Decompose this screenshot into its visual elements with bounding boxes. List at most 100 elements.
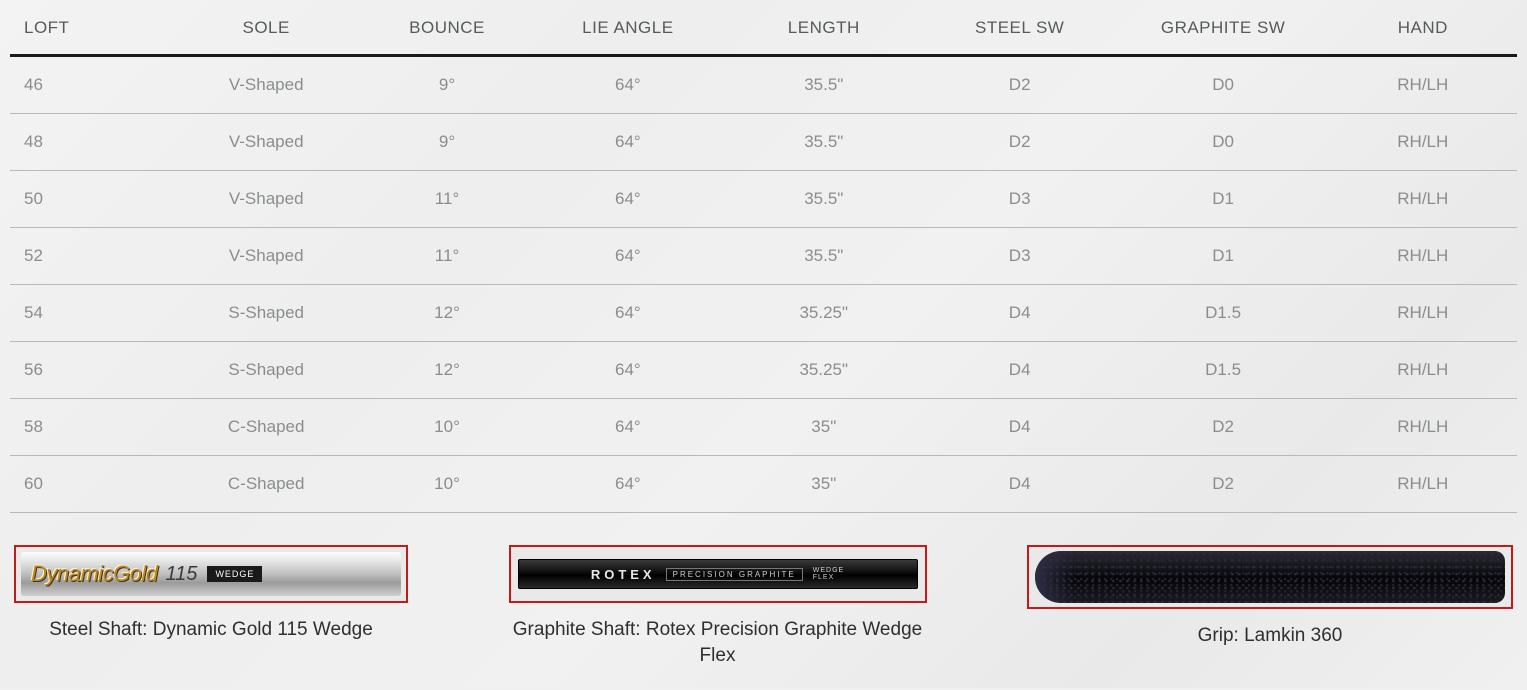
table-cell: D1 <box>1118 228 1329 285</box>
table-cell: C-Shaped <box>168 456 364 513</box>
table-cell: D1.5 <box>1118 342 1329 399</box>
table-cell: D4 <box>922 399 1118 456</box>
table-cell: 64° <box>530 456 726 513</box>
component-grip: Grip: Lamkin 360 <box>1027 545 1513 668</box>
table-header-row: LOFTSOLEBOUNCELIE ANGLELENGTHSTEEL SWGRA… <box>10 0 1517 56</box>
steel-shaft-label: Steel Shaft: Dynamic Gold 115 Wedge <box>49 617 373 643</box>
table-cell: D4 <box>922 456 1118 513</box>
steel-shaft-image: DynamicGold 115 WEDGE <box>14 545 408 603</box>
grip-graphic <box>1035 551 1505 603</box>
table-cell: S-Shaped <box>168 342 364 399</box>
table-row: 46V-Shaped9°64°35.5"D2D0RH/LH <box>10 56 1517 114</box>
table-cell: 35.5" <box>726 171 922 228</box>
steel-shaft-graphic: DynamicGold 115 WEDGE <box>21 552 401 596</box>
table-cell: 11° <box>364 228 530 285</box>
table-cell: 10° <box>364 399 530 456</box>
col-header: HAND <box>1329 0 1517 56</box>
table-cell: 60 <box>10 456 168 513</box>
steel-model-text: 115 <box>166 563 198 586</box>
component-steel-shaft: DynamicGold 115 WEDGE Steel Shaft: Dynam… <box>14 545 408 668</box>
spec-sheet: LOFTSOLEBOUNCELIE ANGLELENGTHSTEEL SWGRA… <box>0 0 1527 688</box>
table-cell: V-Shaped <box>168 228 364 285</box>
table-cell: 64° <box>530 171 726 228</box>
table-cell: D1.5 <box>1118 285 1329 342</box>
table-row: 50V-Shaped11°64°35.5"D3D1RH/LH <box>10 171 1517 228</box>
table-cell: 35" <box>726 456 922 513</box>
table-row: 48V-Shaped9°64°35.5"D2D0RH/LH <box>10 114 1517 171</box>
graphite-flex-text: WEDGE FLEX <box>813 567 844 581</box>
component-strip: DynamicGold 115 WEDGE Steel Shaft: Dynam… <box>10 545 1517 668</box>
table-cell: S-Shaped <box>168 285 364 342</box>
table-row: 60C-Shaped10°64°35"D4D2RH/LH <box>10 456 1517 513</box>
col-header: SOLE <box>168 0 364 56</box>
table-cell: RH/LH <box>1329 56 1517 114</box>
graphite-shaft-image: ROTEX PRECISION GRAPHITE WEDGE FLEX <box>509 545 927 603</box>
table-cell: 35.25" <box>726 342 922 399</box>
graphite-shaft-graphic: ROTEX PRECISION GRAPHITE WEDGE FLEX <box>518 559 918 589</box>
col-header: STEEL SW <box>922 0 1118 56</box>
table-row: 56S-Shaped12°64°35.25"D4D1.5RH/LH <box>10 342 1517 399</box>
table-cell: D2 <box>922 56 1118 114</box>
graphite-shaft-label: Graphite Shaft: Rotex Precision Graphite… <box>508 617 928 668</box>
graphite-brand-text: ROTEX <box>591 567 656 582</box>
table-cell: 12° <box>364 285 530 342</box>
table-cell: 10° <box>364 456 530 513</box>
table-cell: 54 <box>10 285 168 342</box>
table-cell: D4 <box>922 285 1118 342</box>
table-cell: 11° <box>364 171 530 228</box>
table-cell: RH/LH <box>1329 114 1517 171</box>
table-cell: 64° <box>530 285 726 342</box>
grip-label: Grip: Lamkin 360 <box>1198 623 1343 649</box>
table-cell: D3 <box>922 171 1118 228</box>
col-header: LIE ANGLE <box>530 0 726 56</box>
table-row: 58C-Shaped10°64°35"D4D2RH/LH <box>10 399 1517 456</box>
grip-image <box>1027 545 1513 609</box>
col-header: GRAPHITE SW <box>1118 0 1329 56</box>
table-cell: 35.5" <box>726 114 922 171</box>
table-cell: D0 <box>1118 114 1329 171</box>
steel-tag-text: WEDGE <box>207 566 262 582</box>
table-cell: V-Shaped <box>168 114 364 171</box>
component-graphite-shaft: ROTEX PRECISION GRAPHITE WEDGE FLEX Grap… <box>508 545 928 668</box>
table-cell: 52 <box>10 228 168 285</box>
graphite-sub-text: PRECISION GRAPHITE <box>666 568 803 581</box>
table-cell: RH/LH <box>1329 456 1517 513</box>
table-cell: 35.5" <box>726 56 922 114</box>
table-row: 54S-Shaped12°64°35.25"D4D1.5RH/LH <box>10 285 1517 342</box>
table-row: 52V-Shaped11°64°35.5"D3D1RH/LH <box>10 228 1517 285</box>
table-cell: 64° <box>530 56 726 114</box>
table-cell: RH/LH <box>1329 399 1517 456</box>
table-cell: 9° <box>364 114 530 171</box>
table-cell: 35" <box>726 399 922 456</box>
table-cell: 9° <box>364 56 530 114</box>
col-header: LOFT <box>10 0 168 56</box>
table-cell: 50 <box>10 171 168 228</box>
table-cell: 64° <box>530 342 726 399</box>
table-cell: 12° <box>364 342 530 399</box>
table-cell: D4 <box>922 342 1118 399</box>
table-cell: RH/LH <box>1329 228 1517 285</box>
table-cell: 35.5" <box>726 228 922 285</box>
table-cell: D0 <box>1118 56 1329 114</box>
table-cell: RH/LH <box>1329 285 1517 342</box>
table-cell: 56 <box>10 342 168 399</box>
table-cell: 58 <box>10 399 168 456</box>
col-header: LENGTH <box>726 0 922 56</box>
table-cell: 48 <box>10 114 168 171</box>
table-cell: 35.25" <box>726 285 922 342</box>
table-cell: 64° <box>530 114 726 171</box>
table-cell: RH/LH <box>1329 171 1517 228</box>
table-cell: D1 <box>1118 171 1329 228</box>
specs-table: LOFTSOLEBOUNCELIE ANGLELENGTHSTEEL SWGRA… <box>10 0 1517 513</box>
table-cell: V-Shaped <box>168 56 364 114</box>
table-cell: D2 <box>922 114 1118 171</box>
col-header: BOUNCE <box>364 0 530 56</box>
table-cell: D3 <box>922 228 1118 285</box>
table-cell: V-Shaped <box>168 171 364 228</box>
table-cell: C-Shaped <box>168 399 364 456</box>
table-cell: RH/LH <box>1329 342 1517 399</box>
table-cell: 46 <box>10 56 168 114</box>
table-cell: 64° <box>530 228 726 285</box>
table-cell: 64° <box>530 399 726 456</box>
table-cell: D2 <box>1118 399 1329 456</box>
